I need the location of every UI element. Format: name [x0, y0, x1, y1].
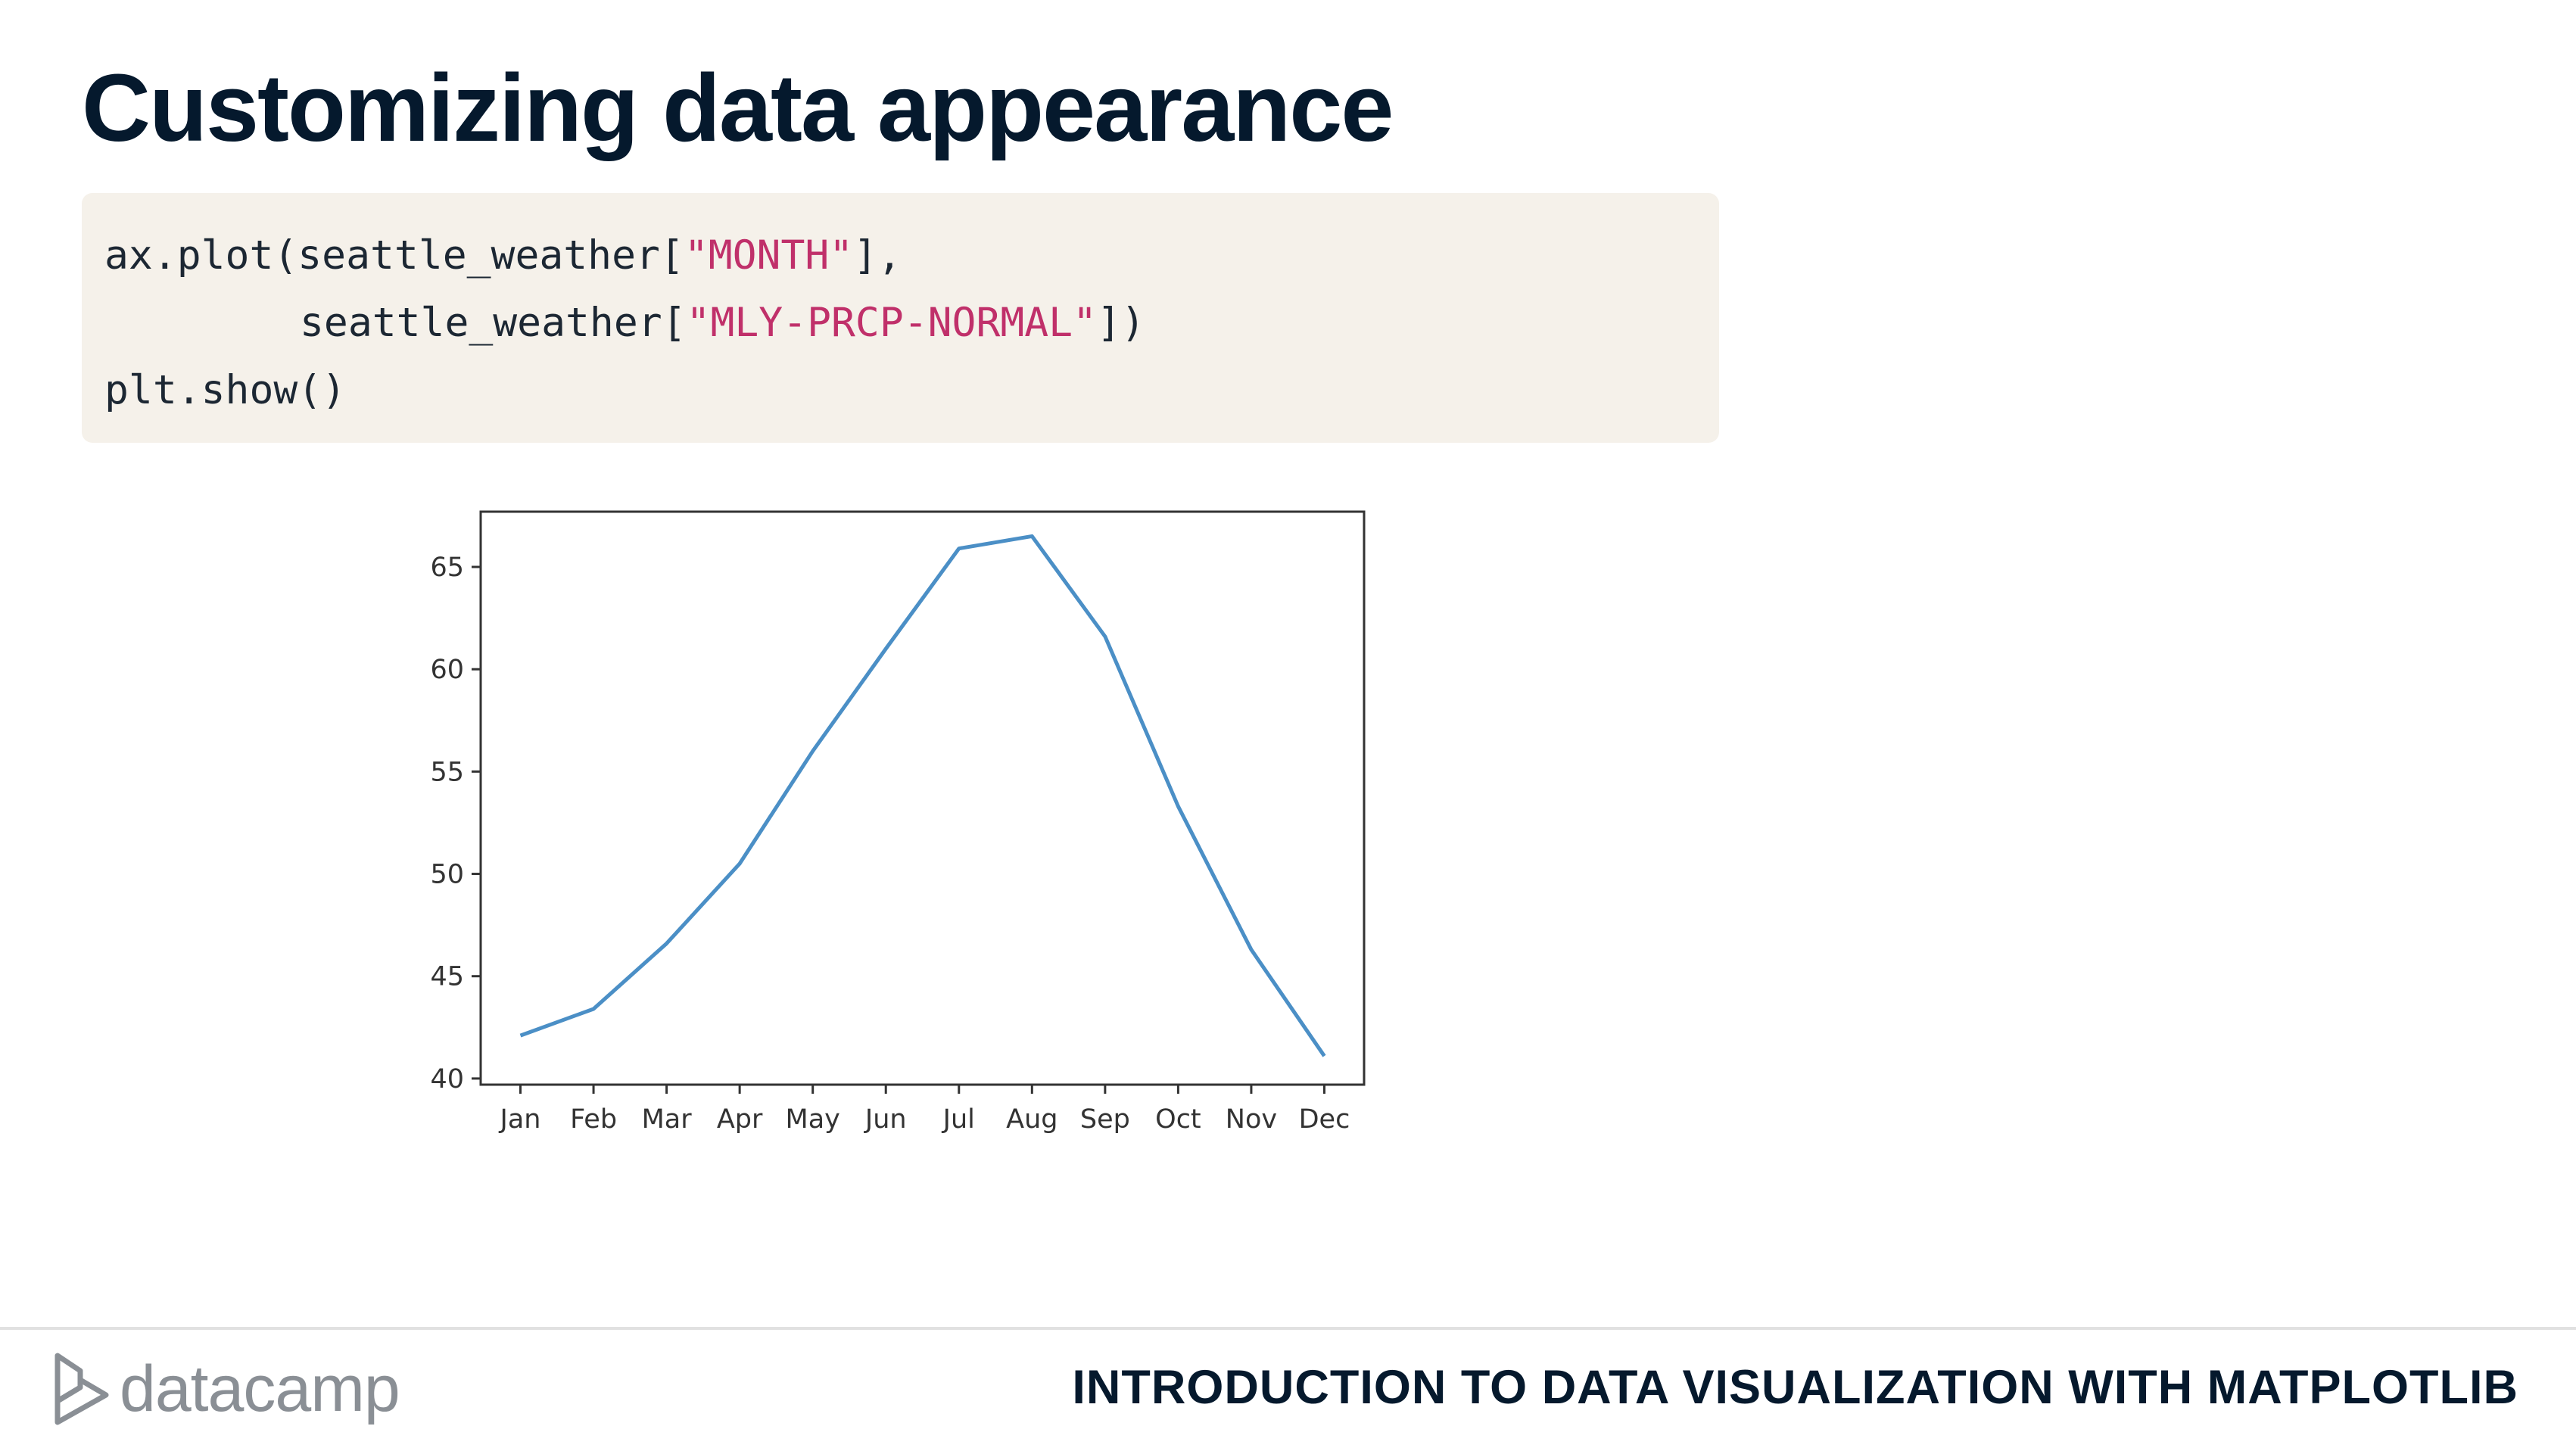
code-text: seattle_weather[ [300, 300, 687, 346]
plot-frame [479, 510, 1366, 1086]
y-tick-label: 50 [430, 860, 464, 890]
code-text: plt.show() [104, 367, 347, 413]
code-line-2: seattle_weather["MLY-PRCP-NORMAL"]) [104, 289, 1719, 357]
y-tick-label: 65 [430, 553, 464, 583]
footer-divider [0, 1327, 2576, 1330]
line-chart-svg: 40 45 50 55 60 65 Jan Feb Mar Apr May Jun Jul Aug Sep… [430, 510, 1366, 1135]
x-tick-label: Feb [570, 1104, 617, 1135]
y-tick-label: 40 [430, 1064, 464, 1094]
x-tick-label: Nov [1226, 1104, 1277, 1135]
x-tick-label: Apr [717, 1104, 763, 1135]
code-text: ], [853, 232, 902, 279]
code-line-1: ax.plot(seattle_weather["MONTH"], [104, 222, 1719, 289]
code-string: "MONTH" [684, 232, 854, 279]
x-tick-label: Jun [864, 1104, 907, 1135]
datacamp-logo: datacamp [53, 1347, 400, 1431]
y-tick-label: 55 [430, 757, 464, 787]
x-tick-label: Mar [642, 1104, 693, 1135]
y-axis: 40 45 50 55 60 65 [430, 553, 481, 1094]
code-text: ]) [1097, 300, 1145, 346]
x-axis: Jan Feb Mar Apr May Jun Jul Aug Sep Oct Nov Dec [499, 1085, 1350, 1135]
series-line [519, 534, 1326, 1057]
x-tick-label: Aug [1006, 1104, 1057, 1135]
logo-wordmark: datacamp [120, 1353, 400, 1425]
y-tick-label: 60 [430, 655, 464, 685]
code-string: "MLY-PRCP-NORMAL" [686, 300, 1097, 346]
course-title: INTRODUCTION TO DATA VISUALIZATION WITH … [1072, 1361, 2518, 1414]
x-tick-label: Oct [1155, 1104, 1201, 1135]
datacamp-logo-icon [55, 1353, 109, 1425]
x-tick-label: Sep [1080, 1104, 1130, 1135]
x-tick-label: May [786, 1104, 840, 1135]
x-tick-label: Dec [1299, 1104, 1350, 1135]
x-tick-label: Jul [942, 1104, 975, 1135]
slide-title: Customizing data appearance [82, 54, 1394, 161]
x-tick-label: Jan [499, 1104, 541, 1135]
code-line-3: plt.show() [104, 357, 1719, 424]
series-group [519, 534, 1326, 1057]
code-block: ax.plot(seattle_weather["MONTH"], seattl… [82, 193, 1719, 443]
line-chart: 40 45 50 55 60 65 Jan Feb Mar Apr May Jun Jul Aug Sep… [363, 484, 1408, 1151]
code-text: ax.plot(seattle_weather[ [104, 232, 684, 279]
y-tick-label: 45 [430, 962, 464, 992]
